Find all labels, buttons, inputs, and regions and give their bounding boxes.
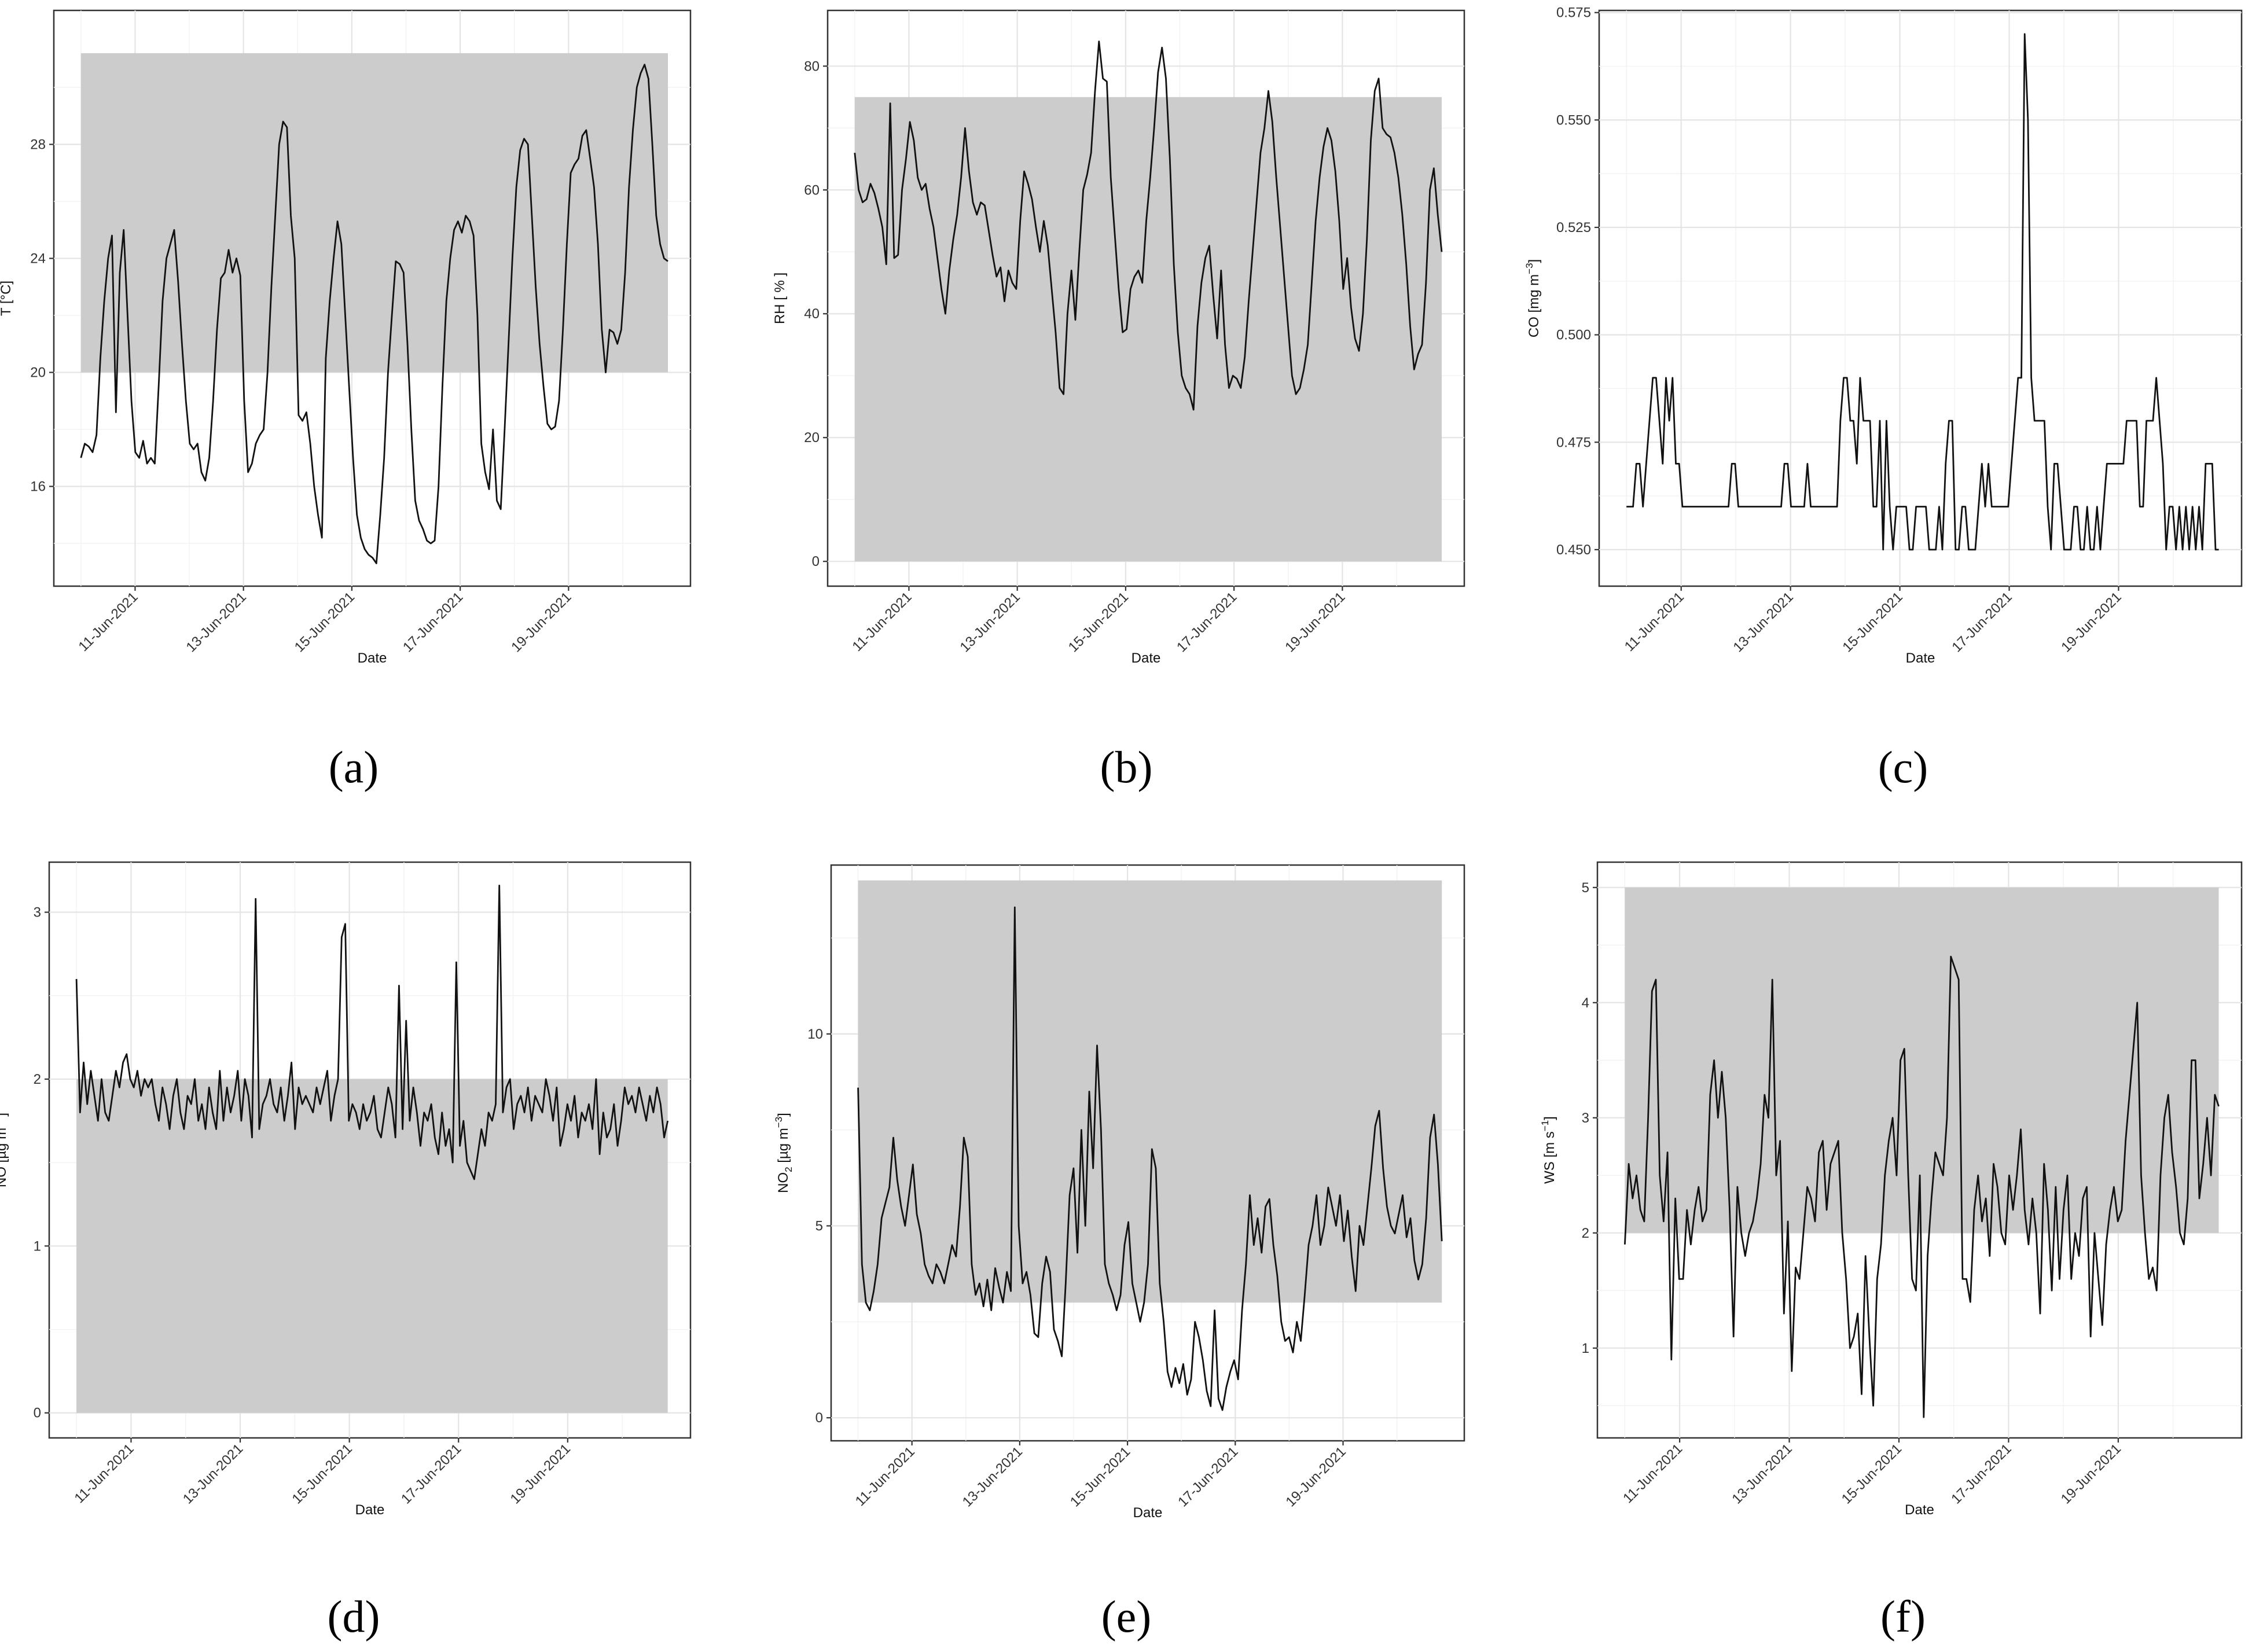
- y-tick-label: 2: [34, 1072, 41, 1087]
- reference-band: [76, 1079, 668, 1413]
- y-tick-label: 28: [30, 137, 46, 153]
- x-tick-label: 11-Jun-2021: [72, 1441, 137, 1506]
- x-tick-label: 11-Jun-2021: [850, 589, 915, 654]
- plot-area: [1598, 9, 2243, 587]
- y-tick-label: 24: [30, 251, 46, 267]
- y-tick-label: 0: [34, 1406, 41, 1421]
- panel-d: 0 1 2 3 11-Jun-2021 13-Jun-2021 15-Jun-2021 17-…: [0, 861, 692, 1518]
- x-tick-label: 19-Jun-2021: [2058, 1441, 2124, 1507]
- y-axis-title: WS [m s−1]: [1540, 1116, 1557, 1184]
- x-tick-label: 15-Jun-2021: [292, 589, 358, 655]
- x-tick-label: 13-Jun-2021: [960, 1444, 1026, 1510]
- x-tick-label: 13-Jun-2021: [957, 589, 1023, 655]
- series-line: [80, 64, 668, 564]
- panel-b: 0 20 40 60 80 11-Jun-2021 13-Jun-2021 15-Jun-20…: [772, 9, 1465, 666]
- y-axis-title: NO2 [µg m−3]: [773, 1113, 794, 1193]
- x-tick-label: 15-Jun-2021: [1839, 589, 1905, 655]
- y-tick-label: 0.575: [1556, 5, 1591, 21]
- x-tick-label: 13-Jun-2021: [180, 1441, 246, 1507]
- x-tick-label: 19-Jun-2021: [508, 1441, 574, 1507]
- y-tick-label: 80: [804, 58, 820, 74]
- reference-band: [858, 880, 1442, 1303]
- y-tick-label: 0.500: [1556, 328, 1591, 343]
- series-line: [854, 41, 1443, 411]
- x-tick-label: 19-Jun-2021: [508, 589, 574, 655]
- y-tick-label: 60: [804, 182, 820, 198]
- y-tick-label: 1: [1582, 1341, 1589, 1356]
- y-axis-title: CO [mg m−3]: [1524, 259, 1542, 337]
- x-tick-label: 17-Jun-2021: [400, 589, 466, 655]
- x-tick-label: 17-Jun-2021: [1175, 1444, 1241, 1510]
- x-tick-label: 11-Jun-2021: [1622, 589, 1687, 654]
- caption-a: (a): [329, 742, 379, 792]
- x-tick-label: 15-Jun-2021: [289, 1441, 355, 1507]
- series-line: [75, 885, 669, 1180]
- x-axis-title: Date: [1133, 1505, 1163, 1521]
- x-tick-label: 17-Jun-2021: [398, 1441, 464, 1507]
- x-axis-title: Date: [1905, 1502, 1934, 1518]
- panel-a: 16 20 24 28 11-Jun-2021 13-Jun-2021 15-Jun-202…: [0, 9, 692, 666]
- x-tick-label: 19-Jun-2021: [1283, 1444, 1349, 1510]
- x-tick-label: 11-Jun-2021: [1620, 1441, 1685, 1506]
- x-axis-title: Date: [1131, 650, 1161, 666]
- y-axis-title: NO [µg m−3]: [0, 1113, 9, 1187]
- x-axis-title: Date: [1906, 650, 1935, 666]
- y-tick-label: 20: [804, 430, 820, 446]
- y-tick-label: 3: [34, 905, 41, 921]
- x-axis-title: Date: [355, 1502, 385, 1518]
- y-tick-label: 0.525: [1556, 220, 1591, 236]
- x-tick-label: 17-Jun-2021: [1948, 1441, 2014, 1507]
- x-tick-label: 13-Jun-2021: [1730, 589, 1796, 655]
- y-tick-label: 0: [812, 554, 820, 569]
- x-tick-label: 11-Jun-2021: [76, 589, 141, 654]
- x-tick-label: 19-Jun-2021: [2058, 589, 2124, 655]
- y-tick-label: 0.550: [1556, 112, 1591, 128]
- series-line: [857, 906, 1443, 1411]
- reference-band: [854, 97, 1442, 562]
- y-tick-label: 0: [815, 1410, 823, 1426]
- x-tick-label: 13-Jun-2021: [1729, 1441, 1795, 1507]
- y-tick-label: 5: [815, 1219, 823, 1234]
- x-tick-label: 17-Jun-2021: [1949, 589, 2015, 655]
- y-tick-label: 5: [1582, 880, 1589, 896]
- panel-c: 0.450 0.475 0.500 0.525 0.550 0.575 11-Jun-202…: [1524, 5, 2243, 666]
- y-tick-label: 20: [30, 365, 46, 381]
- panel-f: 1 2 3 4 5 11-Jun-2021 13-Jun-2021 15-Jun-2021 17…: [1540, 861, 2243, 1518]
- y-tick-label: 1: [34, 1238, 41, 1254]
- caption-d: (d): [328, 1591, 380, 1642]
- caption-b: (b): [1100, 742, 1153, 792]
- x-tick-label: 15-Jun-2021: [1066, 589, 1131, 655]
- caption-c: (c): [1878, 742, 1928, 792]
- y-tick-label: 3: [1582, 1110, 1589, 1126]
- caption-e: (e): [1101, 1591, 1152, 1642]
- x-tick-label: 13-Jun-2021: [183, 589, 249, 655]
- series-line: [1624, 955, 2220, 1418]
- panel-e: 0 5 10 11-Jun-2021 13-Jun-2021 15-Jun-2021 17-…: [773, 864, 1465, 1521]
- caption-f: (f): [1880, 1591, 1926, 1642]
- y-tick-label: 40: [804, 306, 820, 322]
- reference-band: [80, 53, 668, 373]
- y-tick-label: 16: [30, 479, 46, 495]
- series-line: [1626, 33, 2219, 551]
- y-tick-label: 0.475: [1556, 435, 1591, 450]
- y-tick-label: 0.450: [1556, 542, 1591, 558]
- reference-band: [1625, 887, 2219, 1233]
- x-tick-label: 15-Jun-2021: [1839, 1441, 1905, 1507]
- y-axis-title: T [°C]: [0, 281, 14, 316]
- y-axis-title: RH [ % ]: [772, 273, 788, 324]
- y-tick-label: 2: [1582, 1226, 1589, 1241]
- x-tick-label: 15-Jun-2021: [1067, 1444, 1133, 1510]
- x-tick-label: 11-Jun-2021: [853, 1444, 918, 1509]
- x-tick-label: 17-Jun-2021: [1174, 589, 1240, 655]
- x-tick-label: 19-Jun-2021: [1282, 589, 1348, 655]
- x-axis-title: Date: [358, 650, 387, 666]
- y-tick-label: 10: [807, 1026, 823, 1042]
- y-tick-label: 4: [1582, 995, 1589, 1011]
